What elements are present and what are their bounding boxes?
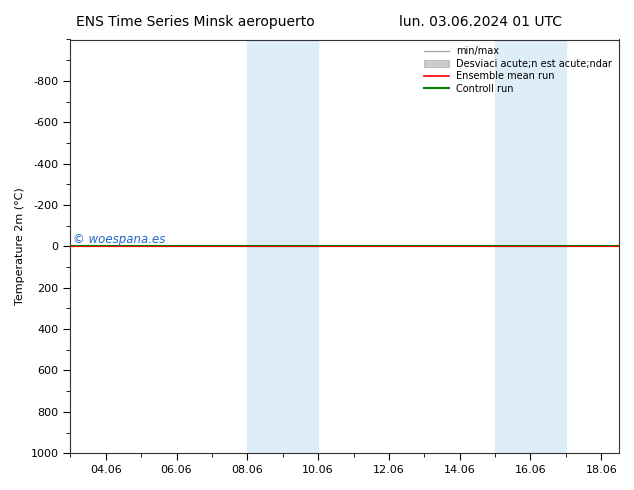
- Text: ENS Time Series Minsk aeropuerto: ENS Time Series Minsk aeropuerto: [76, 15, 315, 29]
- Bar: [247, 40, 318, 453]
- Legend: min/max, Desviaci acute;n est acute;ndar, Ensemble mean run, Controll run: min/max, Desviaci acute;n est acute;ndar…: [420, 43, 616, 98]
- Bar: [495, 40, 566, 453]
- Text: © woespana.es: © woespana.es: [73, 233, 165, 246]
- Text: lun. 03.06.2024 01 UTC: lun. 03.06.2024 01 UTC: [399, 15, 562, 29]
- Y-axis label: Temperature 2m (°C): Temperature 2m (°C): [15, 188, 25, 305]
